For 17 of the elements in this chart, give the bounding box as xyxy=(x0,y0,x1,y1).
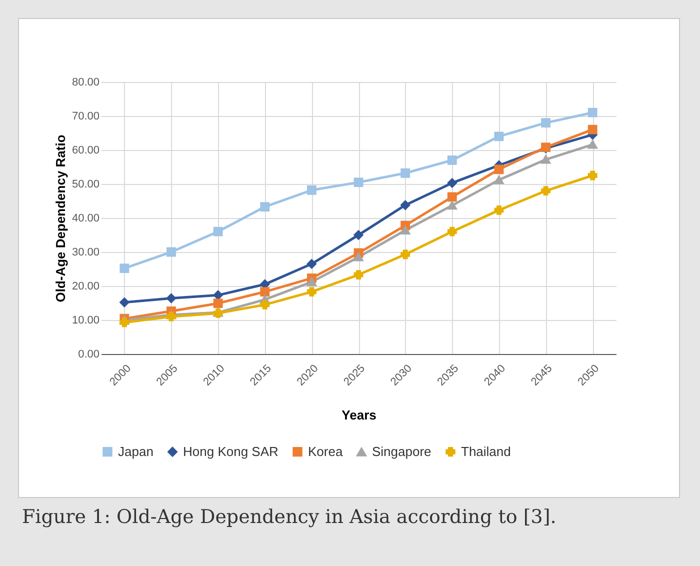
y-tick-label: 10.00 xyxy=(72,314,100,326)
legend-label: Thailand xyxy=(461,444,511,459)
caption: Figure 1: Old-Age Dependency in Asia according to [3]. xyxy=(22,506,556,528)
legend-label: Singapore xyxy=(372,444,432,460)
y-tick-label: 60.00 xyxy=(72,144,100,156)
y-axis-title: Old-Age Dependency Ratio xyxy=(52,134,68,302)
y-tick-label: 20.00 xyxy=(72,280,100,292)
y-tick-label: 80.00 xyxy=(72,76,100,88)
y-tick-label: 50.00 xyxy=(72,178,100,190)
y-tick-label: 70.00 xyxy=(72,110,100,122)
y-tick-label: 30.00 xyxy=(72,246,100,258)
y-tick-label: 0.00 xyxy=(78,348,100,360)
legend-label: Hong Kong SAR xyxy=(183,444,278,459)
y-tick-label: 40.00 xyxy=(72,212,100,224)
legend-label: Japan xyxy=(118,444,154,459)
x-axis-title: Years xyxy=(342,408,376,423)
legend-label: Korea xyxy=(308,444,344,459)
